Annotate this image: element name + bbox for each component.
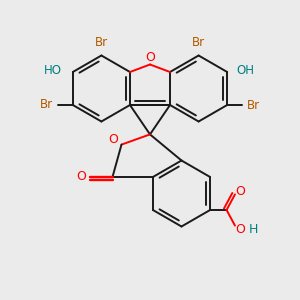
Text: Br: Br (192, 36, 205, 50)
Text: OH: OH (237, 64, 255, 77)
Text: O: O (236, 185, 245, 198)
Text: Br: Br (247, 98, 260, 112)
Text: Br: Br (40, 98, 53, 112)
Text: H: H (249, 223, 258, 236)
Text: HO: HO (44, 64, 62, 77)
Text: O: O (108, 133, 118, 146)
Text: O: O (76, 170, 86, 184)
Text: O: O (145, 51, 155, 64)
Text: Br: Br (95, 36, 108, 50)
Text: O: O (236, 223, 245, 236)
